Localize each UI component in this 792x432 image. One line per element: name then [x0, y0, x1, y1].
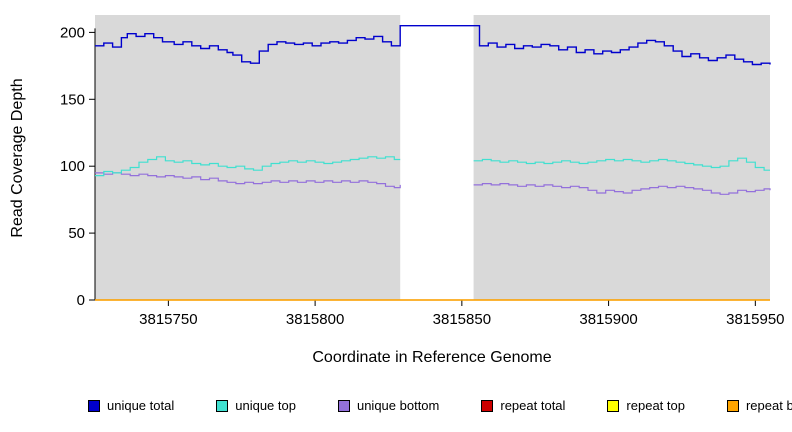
legend-swatch-repeat-bottom	[726, 399, 739, 412]
series-line-unique-top	[473, 157, 770, 171]
x-axis-title: Coordinate in Reference Genome	[312, 349, 551, 366]
legend-item-repeat-bottom: repeat bottom	[726, 398, 792, 413]
legend-label: unique bottom	[356, 398, 440, 413]
legend-label: unique top	[235, 398, 296, 413]
legend-swatch-unique-top	[216, 399, 229, 412]
legend-item-repeat-top: repeat top	[607, 398, 685, 413]
x-tick-label: 3815950	[726, 311, 784, 328]
legend-swatch-unique-bottom	[337, 399, 350, 412]
x-tick-label: 3815900	[579, 311, 637, 328]
legend-item-unique-bottom: unique bottom	[337, 398, 440, 413]
legend-label: unique total	[107, 398, 175, 413]
legend-label: repeat total	[500, 398, 566, 413]
legend-label: repeat top	[626, 398, 685, 413]
series-line-unique-total	[95, 25, 771, 66]
y-tick-label: 0	[77, 292, 85, 309]
x-tick-label: 3815850	[433, 311, 491, 328]
legend: unique total unique top unique bottom repea…	[88, 398, 792, 413]
y-tick-label: 150	[60, 91, 85, 108]
legend-item-unique-top: unique top	[216, 398, 296, 413]
legend-label: repeat bottom	[745, 398, 792, 413]
legend-swatch-repeat-total	[481, 399, 494, 412]
legend-swatch-unique-total	[88, 399, 100, 412]
y-tick-label: 50	[68, 225, 85, 242]
x-tick-label: 3815800	[286, 311, 344, 328]
legend-swatch-repeat-top	[607, 399, 620, 412]
legend-item-unique-total: unique total	[88, 398, 174, 413]
legend-item-repeat-total: repeat total	[481, 398, 565, 413]
series-line-unique-bottom	[473, 183, 771, 195]
coverage-chart: 3815750 3815800 3815850 3815900 3815950 0 50 10…	[9, 15, 785, 366]
masked-region	[400, 15, 474, 300]
series-line-unique-bottom	[95, 172, 401, 189]
y-tick-label: 200	[60, 24, 85, 41]
series-line-unique-top	[95, 156, 401, 177]
y-axis-title: Read Coverage Depth	[9, 78, 26, 237]
y-tick-label: 100	[60, 158, 85, 175]
x-tick-label: 3815750	[139, 311, 197, 328]
